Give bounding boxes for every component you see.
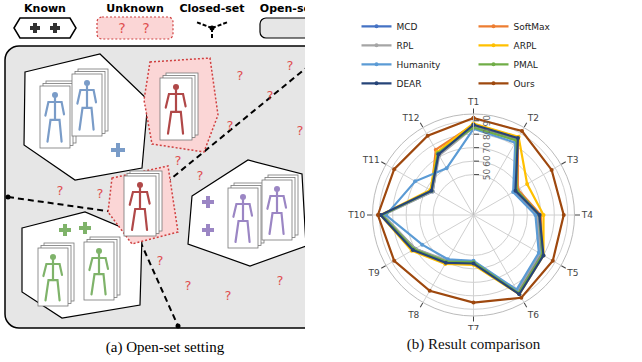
- svg-text:80: 80: [482, 128, 492, 140]
- svg-text:?: ?: [287, 58, 294, 73]
- svg-text:?: ?: [142, 20, 149, 36]
- svg-text:(a) Open-set setting: (a) Open-set setting: [106, 339, 225, 356]
- svg-text:ARPL: ARPL: [514, 41, 537, 51]
- svg-text:T4: T4: [581, 210, 593, 220]
- svg-text:SoftMax: SoftMax: [514, 22, 551, 32]
- svg-text:50: 50: [482, 169, 492, 181]
- svg-text:T12: T12: [401, 113, 419, 123]
- svg-text:?: ?: [297, 123, 304, 138]
- svg-text:Open-set: Open-set: [260, 2, 316, 15]
- svg-text:60: 60: [482, 155, 492, 167]
- svg-text:?: ?: [227, 118, 234, 133]
- svg-text:?: ?: [197, 168, 204, 183]
- svg-text:T9: T9: [367, 268, 379, 278]
- svg-text:MCD: MCD: [397, 22, 418, 32]
- svg-text:?: ?: [118, 20, 125, 36]
- svg-text:Unknown: Unknown: [106, 2, 163, 15]
- svg-text:?: ?: [185, 278, 192, 293]
- svg-text:70: 70: [482, 142, 492, 154]
- svg-text:?: ?: [237, 68, 244, 83]
- svg-text:?: ?: [57, 183, 64, 198]
- svg-text:T2: T2: [527, 113, 539, 123]
- svg-text:T6: T6: [527, 310, 539, 320]
- svg-text:T1: T1: [467, 97, 479, 107]
- svg-text:?: ?: [175, 153, 182, 168]
- svg-text:?: ?: [267, 88, 274, 103]
- svg-text:?: ?: [157, 253, 164, 268]
- html-text:(b) Result comparison: (b) Result comparison: [406, 336, 541, 352]
- svg-text:T3: T3: [566, 155, 578, 165]
- svg-text:DEAR: DEAR: [397, 79, 422, 89]
- svg-text:?: ?: [97, 186, 104, 201]
- svg-text:Humanity: Humanity: [397, 60, 441, 70]
- svg-text:Closed-set: Closed-set: [179, 2, 244, 15]
- svg-text:90: 90: [482, 115, 492, 127]
- svg-text:T5: T5: [566, 268, 578, 278]
- svg-text:?: ?: [225, 288, 232, 303]
- svg-text:T7: T7: [467, 324, 479, 330]
- svg-text:T8: T8: [407, 310, 419, 320]
- svg-text:T10: T10: [347, 210, 365, 220]
- svg-text:PMAL: PMAL: [514, 60, 538, 70]
- svg-text:RPL: RPL: [397, 41, 414, 51]
- svg-text:Known: Known: [24, 2, 66, 15]
- svg-text:Ours: Ours: [514, 79, 535, 89]
- svg-text:?: ?: [277, 273, 284, 288]
- svg-text:T11: T11: [362, 155, 380, 165]
